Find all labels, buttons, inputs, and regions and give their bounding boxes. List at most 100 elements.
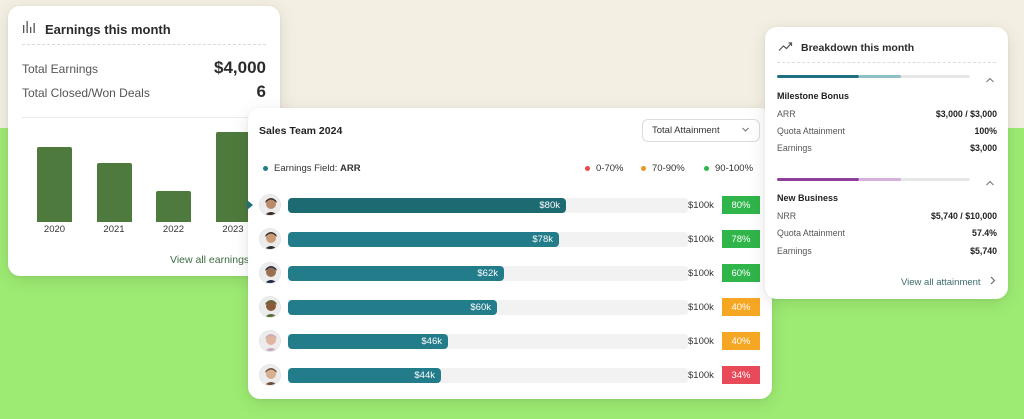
closed-deals-row: Total Closed/Won Deals 6 bbox=[22, 82, 266, 102]
breakdown-value: $5,740 / $10,000 bbox=[930, 211, 997, 221]
breakdown-key: Earnings bbox=[777, 143, 812, 153]
attainment-bar: $46k bbox=[288, 334, 448, 349]
attainment-badge: 80% bbox=[722, 196, 760, 214]
attainment-badge: 78% bbox=[722, 230, 760, 248]
breakdown-value: $3,000 / $3,000 bbox=[935, 109, 997, 119]
earnings-bar-2021 bbox=[96, 163, 132, 222]
trend-up-icon bbox=[778, 39, 793, 57]
earnings-card: Earnings this month Total Earnings $4,00… bbox=[8, 6, 280, 276]
earnings-header: Earnings this month bbox=[22, 20, 171, 39]
chevron-up-icon[interactable] bbox=[985, 174, 995, 192]
attainment-bar: $80k bbox=[288, 198, 566, 213]
legend-label: 0-70% bbox=[596, 163, 624, 174]
legend-item-low: 0-70% bbox=[585, 163, 623, 174]
legend-dot-icon bbox=[704, 166, 709, 171]
breakdown-row: ARR $3,000 / $3,000 bbox=[777, 109, 997, 119]
x-tick-label: 2023 bbox=[222, 224, 244, 235]
chevron-up-icon[interactable] bbox=[985, 71, 995, 89]
total-earnings-label: Total Earnings bbox=[22, 62, 99, 76]
attainment-amount: $44k bbox=[414, 370, 435, 381]
sales-rep-row[interactable]: $80k $100k 80% bbox=[247, 192, 772, 218]
legend-dot-icon bbox=[641, 166, 646, 171]
sales-rep-row[interactable]: $46k $100k 40% bbox=[248, 328, 772, 354]
closed-deals-label: Total Closed/Won Deals bbox=[22, 86, 150, 100]
breakdown-row: Quota Attainment 57.4% bbox=[777, 228, 997, 238]
breakdown-header: Breakdown this month bbox=[778, 39, 914, 57]
progress-segment bbox=[777, 75, 859, 78]
progress-segment bbox=[777, 178, 859, 181]
view-all-earnings-link[interactable]: View all earnings bbox=[170, 254, 250, 266]
breakdown-value: 100% bbox=[974, 126, 998, 136]
breakdown-value: $5,740 bbox=[970, 246, 997, 256]
attainment-target: $100k bbox=[688, 370, 714, 381]
breakdown-value: 57.4% bbox=[972, 228, 997, 238]
sales-rep-row[interactable]: $62k $100k 60% bbox=[248, 260, 772, 286]
avatar bbox=[259, 364, 281, 386]
attainment-amount: $80k bbox=[539, 200, 560, 211]
breakdown-key: Quota Attainment bbox=[777, 126, 845, 136]
attainment-bar: $62k bbox=[288, 266, 504, 281]
attainment-amount: $62k bbox=[477, 268, 498, 279]
chevron-down-icon bbox=[741, 125, 750, 137]
closed-deals-value: 6 bbox=[256, 82, 266, 101]
attainment-badge: 40% bbox=[722, 332, 760, 350]
total-earnings-value: $4,000 bbox=[214, 58, 266, 77]
sales-rep-row[interactable]: $44k $100k 34% bbox=[248, 362, 772, 388]
breakdown-key: Earnings bbox=[777, 246, 812, 256]
attainment-badge: 40% bbox=[722, 298, 760, 316]
attainment-amount: $46k bbox=[421, 336, 442, 347]
earnings-bar-2022 bbox=[156, 191, 191, 222]
attainment-badge: 34% bbox=[722, 366, 760, 384]
attainment-amount: $78k bbox=[532, 234, 553, 245]
bar-chart-icon bbox=[22, 20, 36, 39]
earnings-field-label: Earnings Field: ARR bbox=[274, 163, 361, 174]
legend-item-high: 90-100% bbox=[704, 163, 753, 174]
earnings-bar-2023 bbox=[215, 132, 251, 222]
sales-rep-row[interactable]: $78k $100k 78% bbox=[248, 226, 772, 252]
breakdown-value: $3,000 bbox=[970, 143, 997, 153]
breakdown-title: Breakdown this month bbox=[801, 42, 915, 54]
x-tick-label: 2022 bbox=[162, 224, 185, 235]
attainment-badge: 60% bbox=[722, 264, 760, 282]
field-dot-icon bbox=[263, 166, 268, 171]
earnings-bar-2020 bbox=[37, 147, 72, 222]
progress-segment bbox=[859, 75, 901, 78]
attainment-amount: $60k bbox=[470, 302, 491, 313]
progress-segment bbox=[859, 178, 901, 181]
x-tick-label: 2020 bbox=[43, 224, 66, 235]
new-business-progress-bar bbox=[777, 178, 970, 181]
selected-pointer-icon bbox=[247, 200, 253, 210]
avatar bbox=[259, 194, 281, 216]
attainment-select-value: Total Attainment bbox=[652, 125, 720, 136]
milestone-progress-bar bbox=[777, 75, 970, 78]
attainment-target: $100k bbox=[688, 302, 714, 313]
legend-label: 70-90% bbox=[652, 163, 685, 174]
breakdown-row: NRR $5,740 / $10,000 bbox=[777, 211, 997, 221]
sales-rep-row[interactable]: $60k $100k 40% bbox=[248, 294, 772, 320]
total-earnings-row: Total Earnings $4,000 bbox=[22, 58, 266, 78]
divider bbox=[777, 62, 996, 63]
chevron-right-icon bbox=[989, 276, 996, 288]
attainment-target: $100k bbox=[688, 234, 714, 245]
legend-dot-icon bbox=[585, 166, 590, 171]
breakdown-key: ARR bbox=[777, 109, 796, 119]
view-all-attainment-label: View all attainment bbox=[901, 276, 981, 288]
earnings-title: Earnings this month bbox=[45, 22, 171, 37]
view-all-attainment-link[interactable]: View all attainment bbox=[901, 276, 996, 288]
attainment-target: $100k bbox=[688, 336, 714, 347]
breakdown-card: Breakdown this month Milestone Bonus ARR… bbox=[765, 27, 1008, 299]
sales-team-card: Sales Team 2024 Total Attainment Earning… bbox=[247, 108, 772, 399]
attainment-bar: $60k bbox=[288, 300, 497, 315]
earnings-bar-chart bbox=[22, 118, 280, 222]
legend-label: 90-100% bbox=[715, 163, 754, 174]
attainment-target: $100k bbox=[688, 200, 714, 211]
chart-gridline bbox=[22, 117, 280, 118]
sales-team-title: Sales Team 2024 bbox=[259, 125, 343, 137]
milestone-bonus-heading: Milestone Bonus bbox=[777, 91, 850, 101]
breakdown-key: NRR bbox=[777, 211, 797, 221]
breakdown-row: Earnings $3,000 bbox=[777, 143, 997, 153]
divider bbox=[22, 44, 266, 45]
attainment-select[interactable]: Total Attainment bbox=[642, 119, 760, 142]
avatar bbox=[259, 228, 281, 250]
legend-item-mid: 70-90% bbox=[641, 163, 685, 174]
